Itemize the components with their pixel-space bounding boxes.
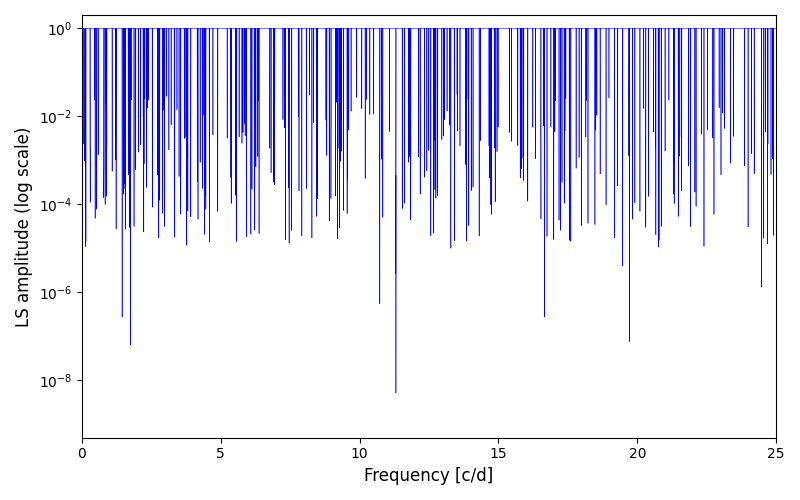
Y-axis label: LS amplitude (log scale): LS amplitude (log scale) bbox=[15, 126, 33, 326]
X-axis label: Frequency [c/d]: Frequency [c/d] bbox=[364, 467, 494, 485]
